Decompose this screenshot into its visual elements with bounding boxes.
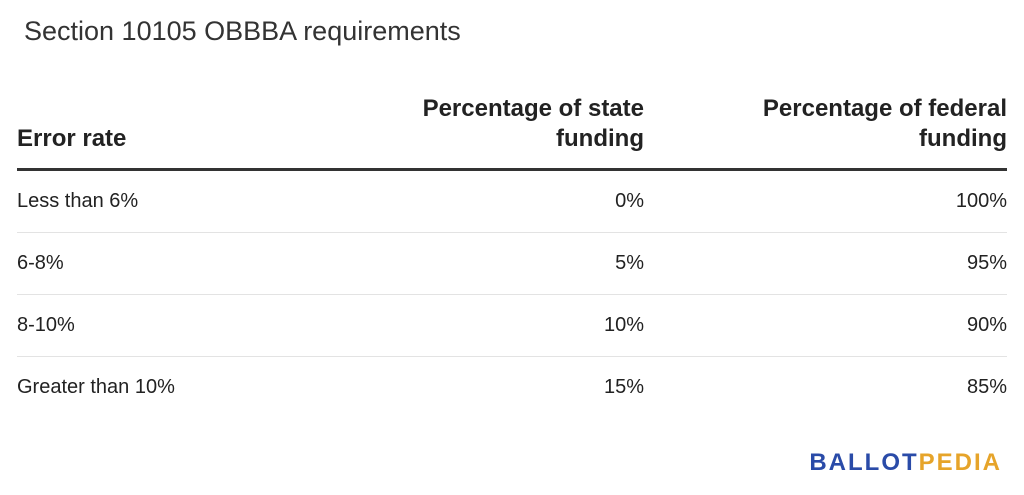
cell-error-rate: Less than 6% [17,169,337,233]
cell-state-funding: 15% [603,376,644,398]
header-error-rate: Error rate [17,94,337,171]
ballotpedia-logo: BALLOTPEDIA [809,449,1002,477]
table-row: Greater than 10% 15% 85% [17,357,1007,419]
cell-state-funding: 5% [337,232,644,295]
cell-federal-funding: 90% [644,294,1007,357]
cell-error-rate: Greater than 10% [17,376,175,398]
cell-error-rate: 6-8% [17,232,337,295]
cell-federal-funding: 85% [966,376,1007,398]
cell-federal-funding: 95% [644,232,1007,295]
page-title: Section 10105 OBBBA requirements [24,16,461,46]
table-header-row: Error rate Percentage of state funding P… [17,94,1007,171]
table-row: 6-8% 5% 95% [17,232,1007,295]
cell-state-funding: 0% [337,169,644,233]
header-federal-funding-label: Percentage of federal funding [762,95,1007,152]
table-row: 8-10% 10% 90% [17,294,1007,357]
logo-part-ballot: BALLOT [809,449,919,476]
header-state-funding: Percentage of state funding [337,94,644,171]
cell-state-funding: 10% [337,294,644,357]
requirements-table: Error rate Percentage of state funding P… [17,94,1007,418]
requirements-table-container: Error rate Percentage of state funding P… [17,94,1007,418]
cell-error-rate: 8-10% [17,294,337,357]
table-row: Less than 6% 0% 100% [17,169,1007,233]
header-federal-funding: Percentage of federal funding [644,94,1007,171]
logo-part-pedia: PEDIA [918,449,1002,476]
cell-federal-funding: 100% [644,169,1007,233]
